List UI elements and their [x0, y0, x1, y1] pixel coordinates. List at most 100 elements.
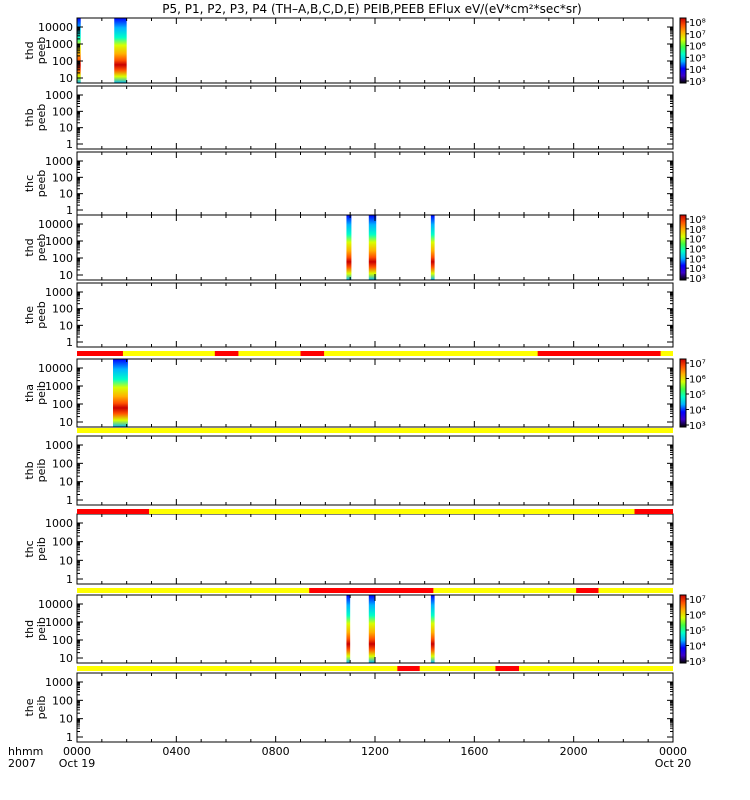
mode-bar — [77, 666, 673, 671]
mode-bar-red-segment — [634, 509, 673, 514]
panel-label-product: peeb — [35, 37, 48, 65]
panel-label-product: peib — [35, 537, 48, 561]
colorbar-tick-label: 10³ — [689, 274, 706, 285]
colorbar-tick-label: 10⁴ — [689, 406, 706, 417]
y-tick-label: 10000 — [38, 362, 73, 375]
y-tick-label: 10 — [59, 188, 73, 201]
colorbar — [679, 594, 687, 664]
panel-label-product: peeb — [35, 301, 48, 329]
x-axis: hhmm 2007 Oct 19 Oct 20 0000 0400 0800 1200… — [8, 745, 691, 770]
y-tick-label: 10000 — [38, 21, 73, 34]
mode-bar — [77, 509, 673, 514]
y-tick-label: 10 — [59, 319, 73, 332]
panel-label-probe: the — [23, 306, 36, 324]
mode-bar-yellow — [77, 351, 673, 356]
x-tick-label: 2000 — [560, 745, 588, 758]
colorbar — [679, 214, 687, 281]
panel-the-peeb: 1 10 100 1000 the peeb — [23, 282, 674, 349]
mode-bar-yellow — [77, 509, 673, 514]
y-tick-label: 1 — [66, 138, 73, 151]
mode-bar — [77, 351, 673, 356]
y-tick-label: 100 — [52, 105, 73, 118]
colorbar-tick-label: 10³ — [689, 421, 706, 432]
spectrum-block — [346, 595, 351, 663]
y-tick-label: 10 — [59, 476, 73, 489]
panel-frame — [76, 282, 674, 348]
y-tick-label: 1000 — [45, 286, 73, 299]
spectrum-block — [113, 359, 128, 427]
panel-label-product: peib — [35, 381, 48, 405]
y-tick-label: 100 — [52, 55, 73, 68]
mode-bar-red-segment — [300, 351, 325, 356]
y-tick-label: 10 — [59, 554, 73, 567]
panel-label-probe: tha — [23, 384, 36, 402]
x-tick-label: 0400 — [162, 745, 190, 758]
colorbar-tick-label: 10⁶ — [689, 245, 706, 256]
colorbar-tick-label: 10⁹ — [689, 215, 706, 226]
colorbar-tick-label: 10⁴ — [689, 642, 706, 653]
y-tick-label: 100 — [52, 303, 73, 316]
colorbar-tick-label: 10³ — [689, 657, 706, 668]
panel-thb-peeb: 1 10 100 1000 thb peeb — [23, 85, 674, 151]
colorbar-tick-label: 10⁵ — [689, 254, 706, 265]
colorbar-tick-label: 10⁵ — [689, 390, 706, 401]
y-tick-label: 1 — [66, 731, 73, 744]
panel-frame — [76, 85, 674, 150]
colorbar-tick-label: 10⁴ — [689, 264, 706, 275]
y-tick-label: 1 — [66, 494, 73, 507]
mode-bar-red-segment — [537, 351, 661, 356]
y-tick-label: 1000 — [45, 439, 73, 452]
y-tick-label: 10 — [59, 416, 73, 429]
x-axis-start-date: Oct 19 — [59, 757, 96, 770]
y-tick-label: 1000 — [45, 676, 73, 689]
mode-bar-red-segment — [77, 351, 123, 356]
spectrum-block — [430, 215, 435, 280]
mode-bar-yellow — [77, 428, 673, 433]
x-tick-label: 1200 — [361, 745, 389, 758]
y-tick-label: 10 — [59, 713, 73, 726]
panel-label-probe: thd — [23, 620, 36, 638]
y-tick-label: 1 — [66, 336, 73, 349]
panel-thb-peib: 1 10 100 1000 thb peib — [23, 428, 674, 507]
y-tick-label: 1000 — [45, 616, 73, 629]
colorbar-tick-label: 10⁷ — [689, 359, 706, 370]
panel-label-probe: thd — [23, 41, 36, 59]
colorbar-tick-label: 10⁸ — [689, 18, 706, 29]
y-tick-label: 1000 — [45, 517, 73, 530]
chart-title: P5, P1, P2, P3, P4 (TH–A,B,C,D,E) PEIB,P… — [162, 2, 581, 16]
y-tick-label: 100 — [52, 398, 73, 411]
x-tick-label: 0800 — [262, 745, 290, 758]
colorbar-tick-label: 10⁸ — [689, 225, 706, 236]
panel-label-product: peib — [35, 617, 48, 641]
panel-thc-peib: 1 10 100 1000 thc peib — [23, 509, 674, 586]
mode-bar-red-segment — [77, 509, 150, 514]
mode-bar-red-segment — [397, 666, 420, 671]
panel-thc-peeb: 1 10 100 1000 thc peeb — [23, 151, 674, 217]
colorbar-tick-label: 10⁷ — [689, 30, 706, 41]
mode-bar-red-segment — [576, 588, 599, 593]
colorbar-tick-label: 10³ — [689, 77, 706, 88]
x-axis-row-label-hhmm: hhmm — [8, 745, 43, 758]
mode-bar-red-segment — [495, 666, 520, 671]
panel-label-product: peeb — [35, 234, 48, 262]
y-tick-label: 10000 — [38, 598, 73, 611]
colorbar-tick-label: 10⁷ — [689, 235, 706, 246]
y-tick-label: 10 — [59, 122, 73, 135]
y-tick-label: 1000 — [45, 235, 73, 248]
colorbar-tick-label: 10⁶ — [689, 375, 706, 386]
panel-label-product: peeb — [35, 170, 48, 198]
y-tick-label: 100 — [52, 252, 73, 265]
panel-label-probe: thc — [23, 540, 36, 557]
spectrum-block — [430, 595, 435, 663]
spectrum-block — [368, 595, 375, 663]
mode-bar — [77, 588, 673, 593]
y-tick-label: 10 — [59, 72, 73, 85]
colorbar — [679, 17, 687, 84]
panel-label-probe: thb — [23, 108, 36, 126]
colorbar-tick-label: 10⁶ — [689, 42, 706, 53]
spectrum-block — [368, 215, 377, 280]
